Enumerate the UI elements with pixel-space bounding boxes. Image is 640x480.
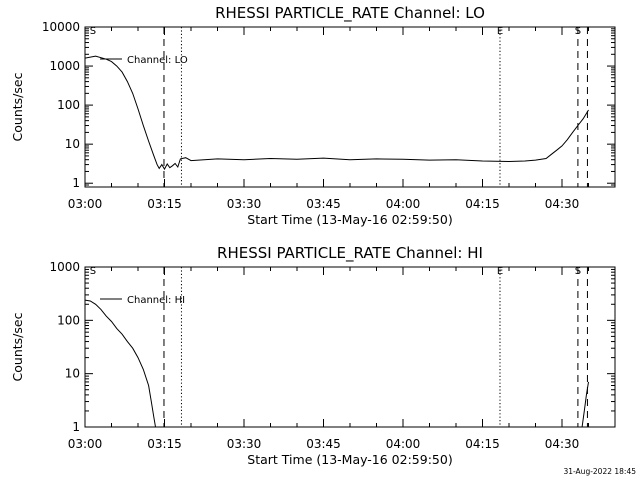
x-tick-label: 03:45: [306, 197, 341, 211]
y-tick-label: 1000: [49, 59, 80, 73]
x-tick-label: 03:30: [227, 197, 262, 211]
data-series-line: [581, 381, 589, 427]
event-marker-label: S: [575, 266, 581, 277]
legend-label: Channel: HI: [127, 295, 185, 306]
generation-timestamp: 31-Aug-2022 18:45: [563, 467, 636, 476]
x-tick-label: 04:15: [465, 197, 500, 211]
x-axis-label: Start Time (13-May-16 02:59:50): [247, 452, 452, 467]
x-tick-label: 04:15: [465, 437, 500, 451]
x-tick-label: 04:30: [545, 197, 580, 211]
x-tick-label: 03:15: [147, 437, 182, 451]
y-axis-label: Counts/sec: [10, 72, 25, 141]
y-tick-label: 100: [57, 98, 80, 112]
x-tick-label: 03:15: [147, 197, 182, 211]
x-tick-label: 04:00: [386, 197, 421, 211]
x-axis-label: Start Time (13-May-16 02:59:50): [247, 212, 452, 227]
y-axis-label: Counts/sec: [10, 312, 25, 381]
x-tick-label: 03:45: [306, 437, 341, 451]
y-tick-label: 1: [72, 176, 80, 190]
y-tick-label: 10: [65, 137, 80, 151]
plot-frame: [84, 26, 616, 188]
event-marker-label: S: [575, 26, 581, 37]
event-marker-label: S: [90, 26, 96, 37]
lo-channel-panel: RHESSI PARTICLE_RATE Channel: LO 03:00 03:…: [10, 4, 616, 227]
y-tick-label: 10000: [42, 20, 80, 34]
plot-frame: [84, 266, 616, 428]
event-marker-label: E: [497, 266, 503, 277]
data-series-line: [85, 299, 156, 427]
data-series-line: [85, 55, 589, 171]
y-tick-label: 10: [65, 367, 80, 381]
x-tick-label: 04:00: [386, 437, 421, 451]
x-tick-label: 03:00: [68, 437, 103, 451]
legend-label: Channel: LO: [127, 55, 188, 66]
chart-title: RHESSI PARTICLE_RATE Channel: HI: [217, 244, 483, 263]
x-tick-label: 04:30: [545, 437, 580, 451]
hi-channel-panel: RHESSI PARTICLE_RATE Channel: HI 03:00 03:…: [10, 244, 616, 467]
event-marker-label: S: [90, 266, 96, 277]
event-marker-label: E: [497, 26, 503, 37]
y-tick-label: 1: [72, 420, 80, 434]
chart-title: RHESSI PARTICLE_RATE Channel: LO: [215, 4, 485, 23]
x-tick-label: 03:30: [227, 437, 262, 451]
y-tick-label: 1000: [49, 260, 80, 274]
x-tick-label: 03:00: [68, 197, 103, 211]
y-tick-label: 100: [57, 313, 80, 327]
